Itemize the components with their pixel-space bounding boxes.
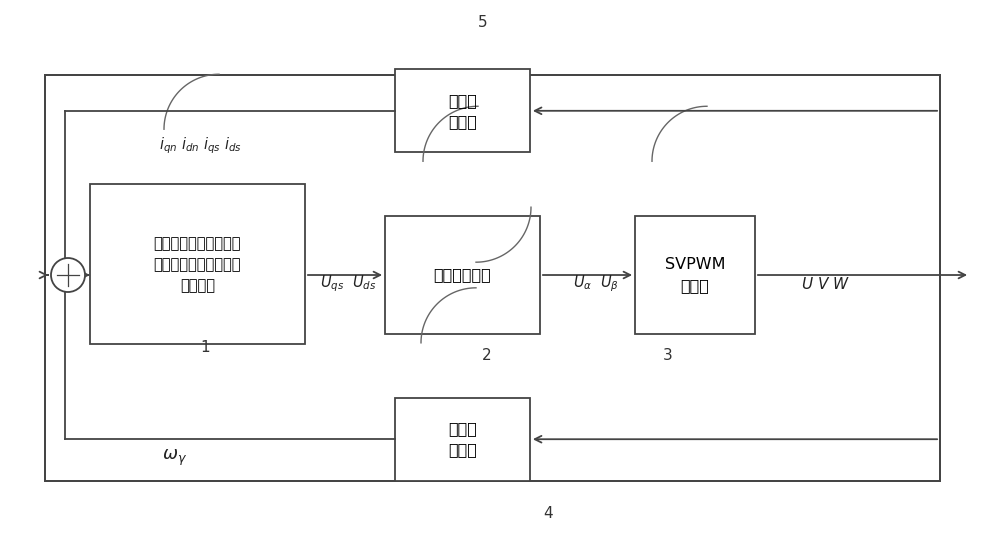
- Text: $U_{qs}$  $U_{ds}$: $U_{qs}$ $U_{ds}$: [320, 274, 376, 294]
- Text: 4: 4: [543, 506, 553, 521]
- Text: $U_{\alpha}$  $U_{\beta}$: $U_{\alpha}$ $U_{\beta}$: [573, 274, 619, 294]
- Text: $\omega_\gamma$: $\omega_\gamma$: [162, 448, 188, 468]
- Text: 3: 3: [663, 348, 673, 363]
- Text: $i_{qn}$ $i_{dn}$ $i_{qs}$ $i_{ds}$: $i_{qn}$ $i_{dn}$ $i_{qs}$ $i_{ds}$: [159, 135, 241, 155]
- Bar: [45, 75, 940, 481]
- Circle shape: [51, 258, 85, 292]
- Bar: [395, 398, 530, 481]
- Text: 5: 5: [478, 15, 488, 30]
- Bar: [395, 69, 530, 152]
- Bar: [90, 184, 305, 344]
- Bar: [385, 216, 540, 334]
- Text: 坐标变化单元: 坐标变化单元: [434, 268, 491, 282]
- Text: 转速检
测单元: 转速检 测单元: [448, 421, 477, 457]
- Text: 电流检
测单元: 电流检 测单元: [448, 93, 477, 129]
- Text: 考虑铁损的电动汽车永
磁同步电机命令滤波模
糊控制器: 考虑铁损的电动汽车永 磁同步电机命令滤波模 糊控制器: [154, 236, 241, 293]
- Text: 1: 1: [200, 340, 210, 355]
- Bar: [635, 216, 755, 334]
- Text: 2: 2: [482, 348, 492, 363]
- Text: SVPWM
逆变器: SVPWM 逆变器: [665, 257, 725, 293]
- Text: $U$ $V$ $W$: $U$ $V$ $W$: [801, 276, 849, 292]
